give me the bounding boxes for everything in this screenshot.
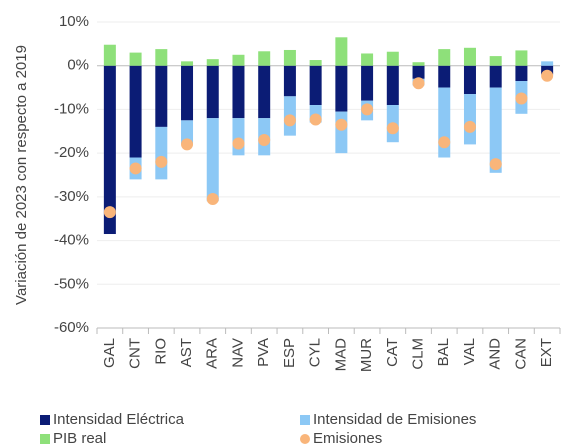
dot: [129, 162, 142, 175]
bar-segment: [335, 65, 348, 112]
bar-segment: [489, 56, 502, 66]
bar-segment: [155, 65, 168, 127]
x-tick-label: PVA: [255, 338, 272, 367]
y-tick-label: 0%: [67, 57, 89, 74]
legend-label: Intensidad Eléctrica: [53, 411, 185, 428]
bar-segment: [412, 65, 425, 79]
bar-segment: [335, 37, 348, 66]
y-tick-label: -30%: [54, 188, 89, 205]
bar-segment: [463, 65, 476, 95]
bar-segment: [181, 120, 194, 145]
legend-swatch: [40, 415, 50, 425]
bar-segment: [206, 118, 219, 202]
x-tick-label: GAL: [101, 338, 118, 368]
bar-segment: [335, 111, 348, 154]
x-tick-label: BAL: [435, 338, 452, 366]
y-tick-label: 10%: [59, 13, 89, 30]
dot: [181, 138, 194, 151]
dot: [541, 69, 554, 82]
bar-segment: [515, 50, 528, 66]
dot: [283, 114, 296, 127]
dot: [103, 206, 116, 219]
dot: [438, 136, 451, 149]
dot: [309, 113, 322, 126]
legend-swatch: [40, 434, 50, 444]
bar-segment: [463, 94, 476, 145]
dot: [361, 103, 374, 116]
bar-segment: [361, 65, 374, 101]
bar-segment: [206, 59, 219, 66]
x-tick-label: RIO: [152, 338, 169, 365]
bar-segment: [103, 65, 116, 235]
bar-segment: [386, 51, 399, 66]
dot: [515, 92, 528, 105]
dot: [386, 122, 399, 135]
bar-segment: [155, 126, 168, 180]
bar-segment: [232, 65, 245, 119]
bar-segment: [206, 65, 219, 119]
bar-segment: [181, 61, 194, 66]
x-tick-label: CAT: [384, 338, 401, 367]
bar-segment: [232, 54, 245, 66]
bar-segment: [489, 87, 502, 173]
dot: [206, 193, 219, 206]
x-tick-label: CAN: [512, 338, 529, 370]
x-tick-label: MUR: [358, 338, 375, 372]
bar-segment: [103, 44, 116, 66]
legend-label: PIB real: [53, 430, 106, 445]
dot: [489, 158, 502, 171]
y-tick-label: -60%: [54, 319, 89, 336]
x-tick-label: CLM: [409, 338, 426, 370]
y-tick-label: -10%: [54, 100, 89, 117]
bar-segment: [438, 49, 451, 66]
bar-segment: [489, 65, 502, 88]
bar-segment: [181, 65, 194, 121]
x-tick-label: ESP: [281, 338, 298, 368]
bar-segment: [129, 52, 142, 66]
bar-segment: [309, 65, 322, 106]
bar-segment: [258, 65, 271, 119]
bar-segment: [258, 51, 271, 66]
x-tick-label: CNT: [127, 338, 144, 369]
bar-segment: [515, 65, 528, 82]
y-tick-label: -20%: [54, 144, 89, 161]
bar-segment: [155, 49, 168, 66]
x-tick-label: ARA: [204, 338, 221, 369]
y-tick-label: -50%: [54, 275, 89, 292]
bar-segment: [283, 49, 296, 66]
x-tick-label: CYL: [307, 338, 324, 367]
legend-swatch: [300, 434, 310, 444]
bar-segment: [438, 65, 451, 88]
x-tick-label: NAV: [229, 338, 246, 368]
y-axis-label: Variación de 2023 con respecto a 2019: [13, 45, 30, 305]
bar-segment: [386, 65, 399, 106]
bar-segment: [129, 65, 142, 158]
legend-label: Intensidad de Emisiones: [313, 411, 476, 428]
bar-segment: [541, 61, 554, 66]
bar-segment: [232, 118, 245, 156]
bar-segment: [283, 65, 296, 97]
bar-segment: [412, 62, 425, 66]
x-tick-label: AST: [178, 338, 195, 367]
x-tick-label: EXT: [538, 338, 555, 367]
legend-swatch: [300, 415, 310, 425]
dot: [412, 77, 425, 90]
dot: [155, 155, 168, 168]
bar-segment: [309, 60, 322, 66]
dot: [232, 137, 245, 150]
legend-label: Emisiones: [313, 430, 382, 445]
dot: [335, 118, 348, 131]
bar-segment: [463, 47, 476, 66]
bar-segment: [361, 53, 374, 66]
x-tick-label: MAD: [332, 338, 349, 372]
x-tick-label: AND: [487, 338, 504, 370]
x-tick-label: VAL: [461, 338, 478, 365]
y-tick-label: -40%: [54, 232, 89, 249]
dot: [258, 134, 271, 147]
dot: [463, 120, 476, 133]
